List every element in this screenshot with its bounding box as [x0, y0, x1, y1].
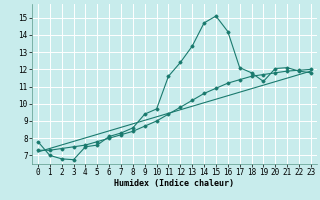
X-axis label: Humidex (Indice chaleur): Humidex (Indice chaleur)	[115, 179, 234, 188]
